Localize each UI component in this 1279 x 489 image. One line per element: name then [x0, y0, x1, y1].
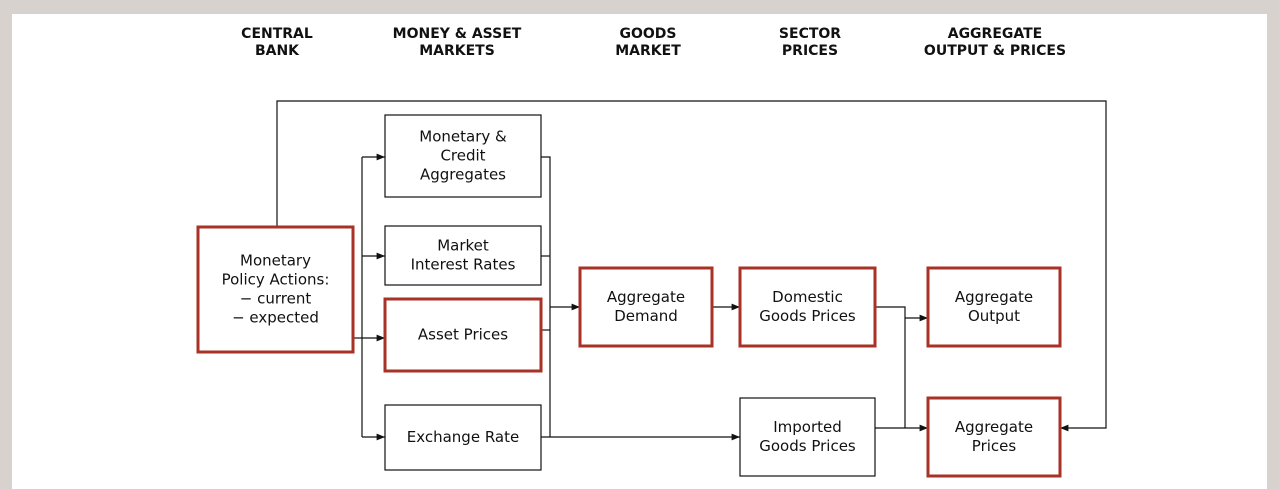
- node-label: Aggregate: [607, 288, 685, 306]
- top-band: [0, 0, 1279, 14]
- node-label: Demand: [614, 307, 678, 325]
- node-label: Aggregate: [955, 288, 1033, 306]
- node-label: Policy Actions:: [222, 271, 330, 289]
- node-box: [926, 266, 1062, 348]
- node-label: Interest Rates: [411, 256, 516, 274]
- node-label: Market: [437, 237, 489, 255]
- node-label: Output: [968, 307, 1020, 325]
- column-header: MARKETS: [419, 43, 495, 59]
- node-label: Prices: [972, 437, 1017, 455]
- right-border: [1267, 0, 1279, 489]
- node-label: Asset Prices: [418, 326, 508, 344]
- node-box: [383, 297, 543, 373]
- node-box: [926, 396, 1062, 478]
- node-label: Monetary &: [419, 128, 507, 146]
- left-border: [0, 0, 12, 489]
- node-label: Exchange Rate: [407, 428, 519, 446]
- column-header: CENTRAL: [241, 26, 313, 42]
- node-label: Credit: [440, 147, 485, 165]
- node-label: − expected: [232, 309, 319, 327]
- node-box: [196, 225, 355, 354]
- column-header: MARKET: [615, 43, 681, 59]
- node-label: Aggregates: [420, 166, 506, 184]
- node-label: Monetary: [240, 252, 311, 270]
- column-header: BANK: [255, 43, 300, 59]
- node-label: − current: [240, 290, 312, 308]
- node-label: Domestic: [772, 288, 843, 306]
- column-header: PRICES: [782, 43, 838, 59]
- column-header: MONEY & ASSET: [393, 26, 522, 42]
- connectors: [276, 100, 1107, 441]
- node-box: [739, 397, 876, 477]
- node-box: [578, 266, 714, 348]
- node-box: [738, 266, 877, 348]
- node-box: [384, 114, 542, 198]
- node-box: [384, 225, 542, 286]
- node-box: [384, 404, 542, 471]
- column-header: OUTPUT & PRICES: [924, 43, 1066, 59]
- column-header: AGGREGATE: [948, 26, 1043, 42]
- column-header: GOODS: [620, 26, 677, 42]
- node-label: Aggregate: [955, 418, 1033, 436]
- column-header: SECTOR: [779, 26, 841, 42]
- node-label: Imported: [773, 418, 842, 436]
- node-label: Goods Prices: [759, 307, 856, 325]
- node-label: Goods Prices: [759, 437, 856, 455]
